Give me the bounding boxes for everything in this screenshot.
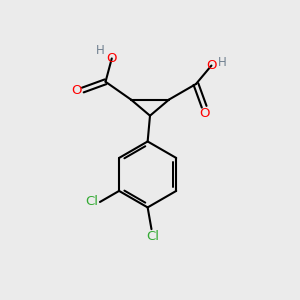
Text: O: O bbox=[71, 83, 82, 97]
Text: O: O bbox=[199, 107, 209, 120]
Text: H: H bbox=[96, 44, 105, 57]
Text: O: O bbox=[206, 59, 217, 72]
Text: H: H bbox=[218, 56, 227, 68]
Text: O: O bbox=[106, 52, 117, 65]
Text: Cl: Cl bbox=[85, 195, 98, 208]
Text: Cl: Cl bbox=[146, 230, 160, 243]
